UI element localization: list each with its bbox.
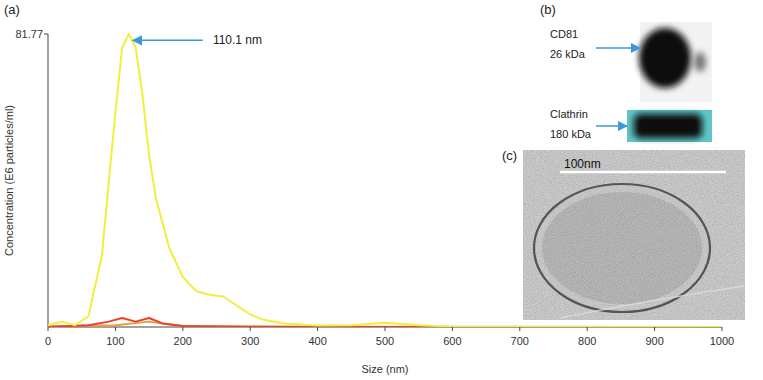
band-arrow <box>596 47 640 49</box>
x-tick-label: 700 <box>511 335 529 347</box>
x-tick-label: 100 <box>106 335 124 347</box>
membrane-edge <box>560 286 745 318</box>
x-tick-label: 600 <box>443 335 461 347</box>
panel-label: (b) <box>540 2 556 17</box>
x-tick <box>48 327 49 331</box>
x-tick-label: 300 <box>241 335 259 347</box>
vesicle-membrane-inner <box>538 188 706 308</box>
x-tick-label: 200 <box>174 335 192 347</box>
blot-band <box>634 114 702 138</box>
x-tick <box>182 327 183 331</box>
x-tick-label: 0 <box>45 335 51 347</box>
band-size: 180 kDa <box>550 128 592 140</box>
x-tick-label: 400 <box>308 335 326 347</box>
x-tick <box>385 327 386 331</box>
blot-background <box>640 22 712 102</box>
x-tick <box>452 327 453 331</box>
band-size: 26 kDa <box>550 48 586 60</box>
blot-band <box>639 28 691 88</box>
x-tick-label: 1000 <box>710 335 734 347</box>
band-name: Clathrin <box>550 108 588 120</box>
scale-bar-label: 100nm <box>564 157 601 171</box>
x-tick <box>115 327 116 331</box>
band-name: CD81 <box>550 28 578 40</box>
x-axis-label: Size (nm) <box>361 363 408 375</box>
x-tick <box>250 327 251 331</box>
figure: (a) 0 100 200 300 400 500 600 700 800 900 1000 81.77… <box>0 0 763 380</box>
x-tick-label: 500 <box>376 335 394 347</box>
panel-label: (a) <box>4 2 20 17</box>
x-tick-label: 800 <box>578 335 596 347</box>
x-tick <box>654 327 655 331</box>
vesicle-membrane <box>534 184 710 312</box>
y-tick <box>44 34 48 35</box>
blot-background <box>627 110 712 142</box>
x-tick <box>722 327 723 331</box>
annotation: 110.1 nm <box>213 33 262 47</box>
micrograph <box>523 150 745 320</box>
y-axis <box>48 34 49 327</box>
x-tick-label: 900 <box>645 335 663 347</box>
x-tick <box>317 327 318 331</box>
band-arrow <box>596 125 627 127</box>
panel-label: (c) <box>502 148 517 163</box>
vesicle-lumen <box>542 192 702 304</box>
y-axis-label: Concentration (E6 particles/ml) <box>3 105 15 256</box>
y-tick-label: 81.77 <box>15 28 43 40</box>
blot-band <box>694 52 706 72</box>
x-tick <box>587 327 588 331</box>
annotation-arrow <box>133 40 203 42</box>
x-tick <box>519 327 520 331</box>
scale-bar <box>560 171 726 174</box>
